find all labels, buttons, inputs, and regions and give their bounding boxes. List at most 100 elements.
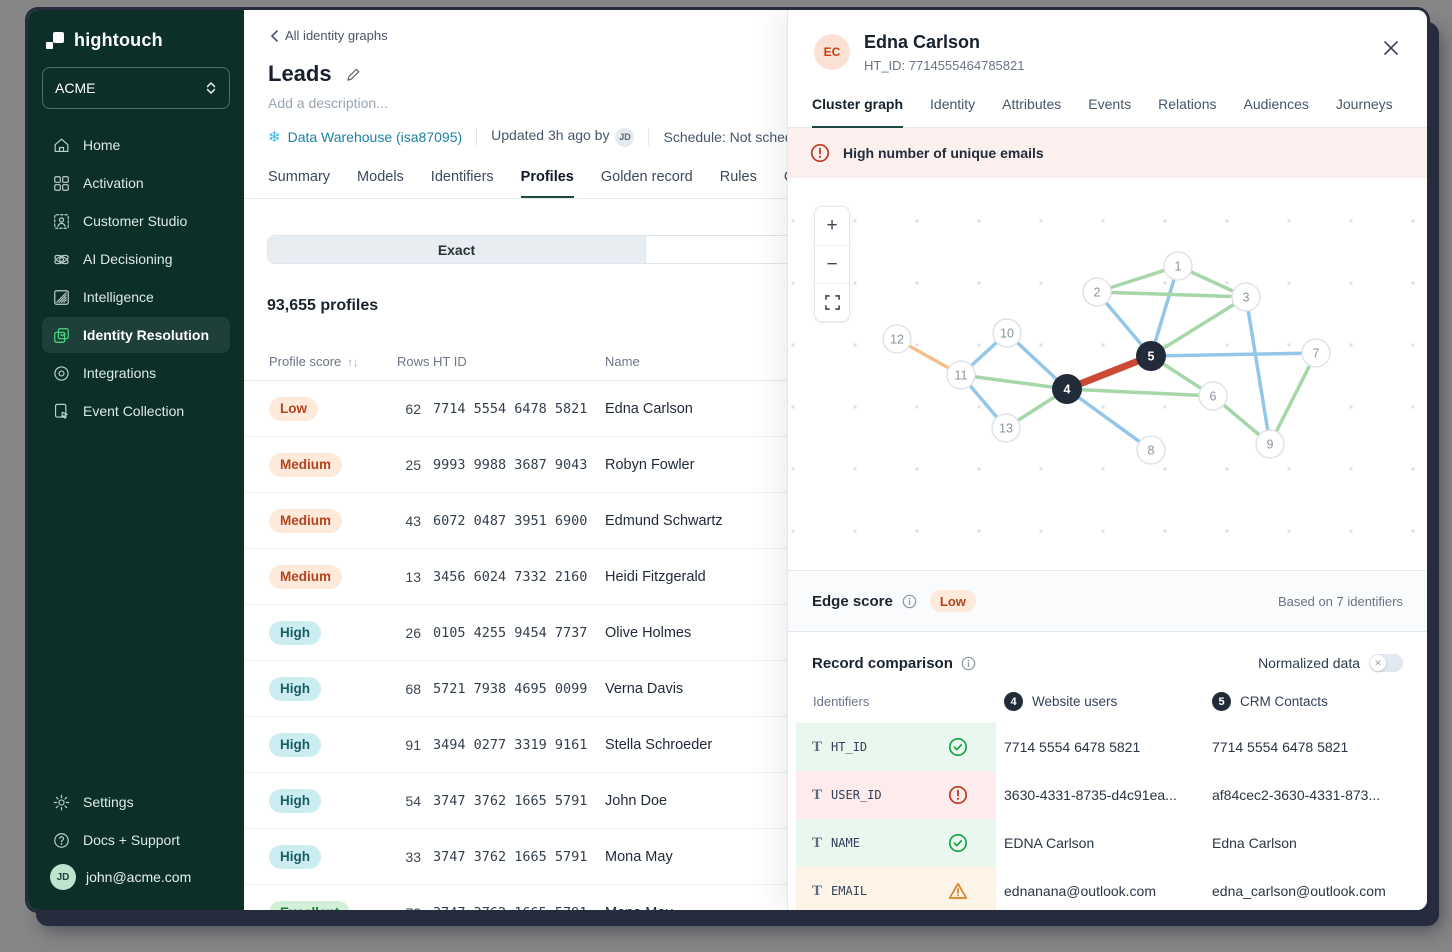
tab-summary[interactable]: Summary xyxy=(268,168,331,185)
profile-detail-panel: EC Edna Carlson HT_ID: 7714555464785821 … xyxy=(787,10,1427,910)
zoom-in-button[interactable]: + xyxy=(826,215,838,236)
graph-node-selected[interactable] xyxy=(1052,374,1082,404)
chevron-left-icon xyxy=(270,29,278,42)
column-ht-id[interactable]: HT ID xyxy=(433,354,467,369)
tab-models[interactable]: Models xyxy=(357,168,404,185)
panel-tab-relations[interactable]: Relations xyxy=(1158,96,1217,112)
tab-profiles[interactable]: Profiles xyxy=(520,169,574,198)
text-type-icon: T xyxy=(812,882,823,899)
activation-icon xyxy=(54,175,69,191)
warning-triangle-icon xyxy=(948,882,968,899)
graph-edge[interactable] xyxy=(1063,352,1155,393)
graph-node[interactable] xyxy=(1163,251,1193,281)
graph-edge[interactable] xyxy=(1065,387,1153,452)
graph-edge[interactable] xyxy=(1065,387,1215,398)
graph-node[interactable] xyxy=(1136,435,1166,465)
graph-edge[interactable] xyxy=(1149,295,1248,358)
graph-node[interactable] xyxy=(992,318,1022,348)
column-rows[interactable]: Rows xyxy=(397,354,430,369)
sidebar-item-docs-support[interactable]: Docs + Support xyxy=(42,822,230,858)
rows-count: 68 xyxy=(405,680,421,697)
breadcrumb[interactable]: All identity graphs xyxy=(244,10,1427,43)
right-value: af84cec2-3630-4331-873... xyxy=(1212,787,1381,803)
graph-edge[interactable] xyxy=(959,373,1069,391)
sidebar-item-home[interactable]: Home xyxy=(42,127,230,163)
graph-edge[interactable] xyxy=(1244,295,1272,446)
graph-edge[interactable] xyxy=(1149,264,1180,358)
tab-rules[interactable]: Rules xyxy=(719,168,757,185)
profile-score-badge: Medium xyxy=(269,452,343,477)
comparison-columns: Identifiers 4 Website users 5 CRM Contac… xyxy=(788,672,1427,723)
profile-score-badge: High xyxy=(269,732,321,757)
alert-banner: High number of unique emails xyxy=(788,128,1427,178)
graph-node[interactable] xyxy=(946,360,976,390)
sort-icon[interactable]: ↑↓ xyxy=(347,357,359,369)
graph-node[interactable] xyxy=(1301,338,1331,368)
description-placeholder[interactable]: Add a description... xyxy=(268,95,388,111)
user-menu[interactable]: JD john@acme.com xyxy=(42,858,230,896)
rows-count: 13 xyxy=(405,568,421,585)
info-icon[interactable] xyxy=(961,656,976,671)
edit-pencil-icon[interactable] xyxy=(346,67,361,82)
panel-tab-identity[interactable]: Identity xyxy=(930,96,976,112)
graph-node[interactable] xyxy=(1082,277,1112,307)
identity-resolution-icon xyxy=(54,327,69,343)
svg-text:10: 10 xyxy=(1000,327,1014,341)
updated-text: Updated 3h ago by JD xyxy=(491,127,635,147)
right-value: Edna Carlson xyxy=(1212,835,1297,851)
close-icon[interactable] xyxy=(1383,40,1399,61)
sidebar-item-intelligence[interactable]: Intelligence xyxy=(42,279,230,315)
info-icon[interactable] xyxy=(902,594,917,609)
ht-id: 3747 3762 1665 5791 xyxy=(433,848,588,865)
table-row[interactable]: High 33 3747 3762 1665 5791 Mona May xyxy=(244,829,1427,885)
graph-node[interactable] xyxy=(991,413,1021,443)
cluster-graph[interactable]: 1 2 3 4 5 6 7 8 9 10 11 12 13 + − xyxy=(788,178,1427,570)
profile-score-badge: Medium xyxy=(269,508,343,533)
sidebar-item-settings[interactable]: Settings xyxy=(42,784,230,820)
normalized-data-toggle[interactable]: ✕ xyxy=(1369,654,1403,672)
sidebar-item-event-collection[interactable]: Event Collection xyxy=(42,393,230,429)
zoom-out-button[interactable]: − xyxy=(815,245,849,283)
graph-node[interactable] xyxy=(1255,429,1285,459)
graph-edge[interactable] xyxy=(1095,290,1248,299)
sidebar-item-customer-studio[interactable]: Customer Studio xyxy=(42,203,230,239)
graph-node-selected[interactable] xyxy=(1136,341,1166,371)
panel-tab-journeys[interactable]: Journeys xyxy=(1335,96,1393,112)
left-value: 3630-4331-8735-d4c91ea... xyxy=(1004,787,1177,803)
profile-name: Verna Davis xyxy=(605,680,684,697)
avatar: JD xyxy=(50,864,76,890)
graph-node[interactable] xyxy=(1198,381,1228,411)
profile-name: John Doe xyxy=(605,792,668,809)
segment-exact[interactable]: Exact xyxy=(268,236,646,263)
identifier-cell: T NAME xyxy=(796,819,996,867)
sidebar-item-ai-decisioning[interactable]: AI Decisioning xyxy=(42,241,230,277)
column-profile-score[interactable]: Profile score ↑↓ xyxy=(269,354,359,369)
panel-tab-cluster-graph[interactable]: Cluster graph xyxy=(812,96,904,128)
identifier-name: EMAIL xyxy=(831,884,868,898)
workspace-selector[interactable]: ACME xyxy=(42,67,230,109)
rows-count: 91 xyxy=(405,736,421,753)
tab-identifiers[interactable]: Identifiers xyxy=(430,168,494,185)
table-row[interactable]: Excellent 72 3747 3762 1665 5791 Mona May xyxy=(244,885,1427,910)
graph-node[interactable] xyxy=(1231,282,1261,312)
panel-tab-attributes[interactable]: Attributes xyxy=(1002,96,1062,112)
ht-id: 6072 0487 3951 6900 xyxy=(433,512,588,529)
graph-node[interactable] xyxy=(882,324,912,354)
help-icon xyxy=(54,832,69,848)
sidebar-item-identity-resolution[interactable]: Identity Resolution xyxy=(42,317,230,353)
hightouch-logo[interactable]: hightouch xyxy=(42,28,230,67)
profile-score-badge: High xyxy=(269,788,321,813)
panel-tab-events[interactable]: Events xyxy=(1088,96,1132,112)
alert-circle-icon xyxy=(810,143,830,163)
panel-tab-audiences[interactable]: Audiences xyxy=(1243,96,1309,112)
tab-golden-record[interactable]: Golden record xyxy=(600,168,693,185)
toggle-knob-x-icon: ✕ xyxy=(1370,655,1386,671)
graph-edge[interactable] xyxy=(1149,351,1318,358)
sidebar-item-integrations[interactable]: Integrations xyxy=(42,355,230,391)
graph-edge[interactable] xyxy=(1268,351,1318,446)
comparison-row: T USER_ID 3630-4331-8735-d4c91ea... af84cec… xyxy=(788,771,1427,819)
fullscreen-button[interactable] xyxy=(815,283,849,321)
column-name[interactable]: Name xyxy=(605,354,640,369)
sidebar-item-activation[interactable]: Activation xyxy=(42,165,230,201)
source-link[interactable]: ❄ Data Warehouse (isa87095) xyxy=(268,128,463,146)
